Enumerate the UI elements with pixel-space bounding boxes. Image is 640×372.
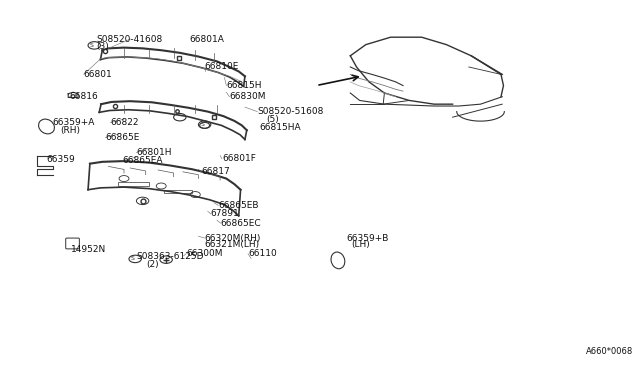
Text: S: S [90,43,93,48]
Text: 66801F: 66801F [222,154,256,163]
Text: 66865EA: 66865EA [123,156,163,165]
Text: 66816: 66816 [70,92,98,101]
Text: 66815H: 66815H [227,81,262,90]
Text: 14952N: 14952N [71,245,106,254]
Text: 66359+B: 66359+B [346,234,388,243]
Text: S08363-6125D: S08363-6125D [136,252,204,261]
Text: 66830M: 66830M [229,92,266,101]
Text: (2): (2) [147,260,159,269]
Text: 66822: 66822 [110,118,139,127]
Text: 66320M(RH): 66320M(RH) [205,234,261,243]
Text: 66810E: 66810E [205,62,239,71]
Text: 66300M: 66300M [186,249,223,258]
Text: (3): (3) [96,42,109,51]
Text: 66801: 66801 [84,70,113,79]
Text: 66110: 66110 [248,249,276,258]
Text: 66321M(LH): 66321M(LH) [205,240,260,249]
Text: (5): (5) [267,115,280,124]
Text: S: S [200,122,204,127]
Text: (LH): (LH) [351,240,371,249]
Text: A660*0068: A660*0068 [586,347,633,356]
Text: 66865EB: 66865EB [218,201,259,210]
Text: S08520-41608: S08520-41608 [96,35,163,44]
Text: S08520-51608: S08520-51608 [257,107,324,116]
Text: 66817: 66817 [202,167,230,176]
Text: 66865EC: 66865EC [221,219,261,228]
Text: (RH): (RH) [60,126,80,135]
Text: 66801A: 66801A [189,35,224,44]
Text: 66801H: 66801H [136,148,172,157]
Text: 67891: 67891 [211,209,239,218]
Text: 66815HA: 66815HA [259,123,301,132]
Text: 66359+A: 66359+A [52,118,95,127]
Text: 66359: 66359 [47,155,76,164]
Text: 66865E: 66865E [106,133,140,142]
Text: S: S [131,256,134,262]
